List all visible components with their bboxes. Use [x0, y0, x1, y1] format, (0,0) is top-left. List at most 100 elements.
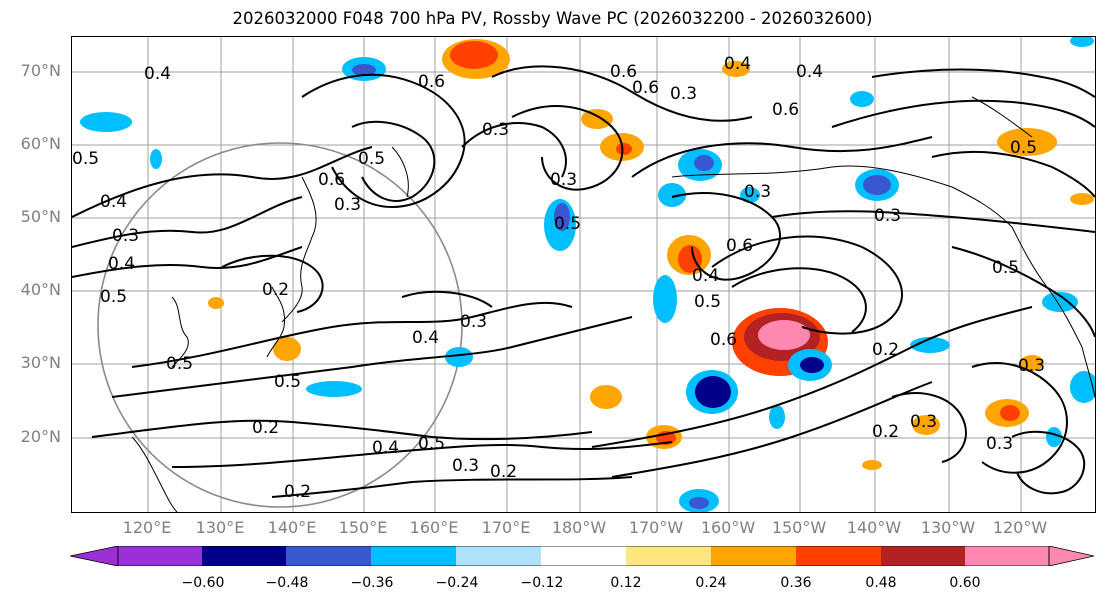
anomaly-blue-18: [769, 405, 785, 429]
colorbar-tick-1: −0.60: [181, 575, 225, 591]
contour-label-l: 0.5: [274, 372, 301, 392]
lon-label-140e: 140°E: [267, 518, 317, 537]
contour-label-z: 0.6: [632, 78, 659, 98]
lon-label-130w: 130°W: [920, 518, 976, 537]
contour-label-b: 0.5: [72, 149, 99, 169]
anomaly-navy-nw: [352, 64, 376, 76]
coastlines: [131, 96, 1095, 512]
map-panel: 0.4 0.5 0.4 0.3 0.4 0.5 0.2 0.5 0.3 0.6 …: [71, 36, 1096, 513]
anomaly-blue-7: [850, 91, 874, 107]
contour-label-c: 0.4: [100, 192, 127, 212]
colorbar-seg-6: [541, 546, 626, 566]
contour-label-ab: 0.4: [724, 54, 751, 74]
lat-label-40n: 40°N: [20, 280, 61, 299]
anomaly-orange-8: [208, 297, 224, 309]
contour-label-e: 0.4: [108, 254, 135, 274]
anomaly-pink-core: [758, 320, 810, 350]
anomaly-orange-7: [273, 337, 301, 361]
lon-label-150e: 150°E: [338, 518, 388, 537]
lon-label-160w: 160°W: [700, 518, 756, 537]
colorbar: [69, 545, 1095, 567]
colorbar-seg-7: [626, 546, 711, 566]
colorbar-seg-10: [881, 546, 965, 566]
colorbar-tick-7: 0.24: [695, 575, 727, 591]
anomaly-blue-15: [1070, 371, 1095, 403]
anomaly-blue-5: [740, 187, 760, 203]
contour-label-d: 0.3: [112, 226, 139, 246]
anomaly-blue-4: [658, 183, 686, 207]
colorbar-tick-5: −0.12: [520, 575, 564, 591]
anomaly-blue-small: [150, 149, 162, 169]
lon-label-140w: 140°W: [846, 518, 902, 537]
anomaly-orange-east-2: [1070, 193, 1094, 205]
contour-label-ao: 0.5: [992, 258, 1019, 278]
anomaly-blue-14: [1042, 292, 1078, 312]
contour-label-am: 0.3: [910, 412, 937, 432]
contour-value-labels: 0.4 0.5 0.4 0.3 0.4 0.5 0.2 0.5 0.3 0.6 …: [72, 54, 1045, 502]
contour-label-f: 0.5: [100, 287, 127, 307]
map-title: 2026032000 F048 700 hPa PV, Rossby Wave …: [232, 9, 873, 28]
colorbar-seg-1: [118, 546, 202, 566]
anomaly-blue-16: [1046, 427, 1062, 447]
anomaly-royal-3: [554, 203, 570, 231]
pv-contours: [72, 65, 1095, 498]
lat-label-70n: 70°N: [20, 61, 61, 80]
contour-label-h: 0.5: [358, 149, 385, 169]
colorbar-arrow-left: [69, 545, 119, 567]
graticule: [72, 37, 1095, 512]
contour-label-ah: 0.4: [692, 266, 719, 286]
colorbar-tick-6: 0.12: [610, 575, 642, 591]
contour-label-o: 0.4: [372, 438, 399, 458]
anomaly-orange-12: [862, 460, 882, 470]
lat-label-20n: 20°N: [20, 427, 61, 446]
anomaly-blue-8: [653, 275, 677, 323]
colorbar-seg-2: [202, 546, 286, 566]
anomaly-blue-west: [80, 112, 132, 132]
anomaly-red-9: [1000, 405, 1020, 421]
colorbar-seg-9: [796, 546, 881, 566]
contour-label-af: 0.3: [874, 206, 901, 226]
colorbar-tick-3: −0.36: [350, 575, 394, 591]
contour-label-aq: 0.3: [1018, 356, 1045, 376]
anomaly-blue-11: [306, 381, 362, 397]
contour-label-u: 0.3: [550, 170, 577, 190]
anomaly-red-north: [450, 41, 498, 69]
anomaly-royal-2: [694, 155, 714, 171]
colorbar-tick-10: 0.60: [949, 575, 981, 591]
lon-label-120e: 120°E: [122, 518, 172, 537]
colorbar-seg-4: [371, 546, 456, 566]
contour-label-ag: 0.6: [726, 236, 753, 256]
colorbar-arrow-right: [1048, 545, 1095, 567]
lon-label-170e: 170°E: [481, 518, 531, 537]
contour-label-t: 0.3: [460, 312, 487, 332]
anomaly-navy-9: [695, 376, 731, 408]
lon-label-150w: 150°W: [771, 518, 827, 537]
contour-label-ae: 0.3: [744, 182, 771, 202]
contour-label-i: 0.3: [334, 195, 361, 215]
colorbar-seg-5: [456, 546, 541, 566]
contour-label-ak: 0.2: [872, 340, 899, 360]
anomaly-blue-12: [445, 347, 473, 367]
contour-label-g: 0.2: [262, 280, 289, 300]
pv-shading: [80, 37, 1095, 512]
contour-label-w: 0.6: [418, 72, 445, 92]
colorbar-tick-8: 0.36: [780, 575, 812, 591]
contour-label-ai: 0.5: [694, 292, 721, 312]
colorbar-seg-3: [286, 546, 371, 566]
contour-label-ac: 0.4: [796, 62, 823, 82]
contour-label-a: 0.4: [144, 64, 171, 84]
anomaly-red-2: [616, 143, 632, 155]
contour-label-p: 0.5: [418, 434, 445, 454]
contour-label-aj: 0.6: [710, 330, 737, 350]
contour-label-n: 0.2: [284, 482, 311, 502]
anomaly-orange-east: [997, 128, 1057, 156]
anomaly-royal-6: [863, 175, 891, 195]
contour-label-ad: 0.6: [772, 100, 799, 120]
reference-circle: [97, 142, 463, 508]
lon-label-180w: 180°W: [551, 518, 607, 537]
contour-label-q: 0.3: [452, 456, 479, 476]
contour-label-an: 0.3: [986, 434, 1013, 454]
colorbar-canvas: [69, 545, 1095, 567]
anomaly-orange-10: [912, 415, 940, 435]
contour-label-j: 0.6: [318, 170, 345, 190]
